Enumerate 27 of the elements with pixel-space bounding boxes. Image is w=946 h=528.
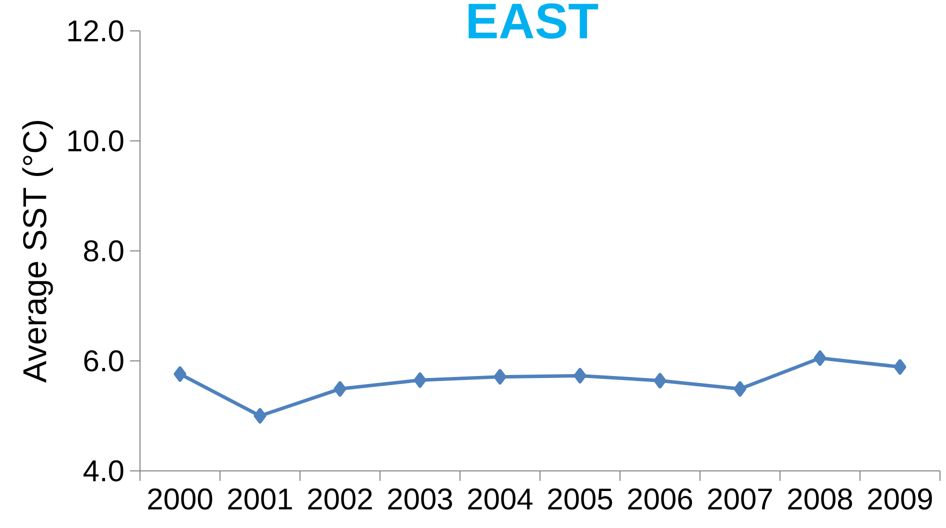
x-tick-label: 2008 [788, 488, 852, 510]
point [654, 372, 666, 388]
point [414, 372, 426, 388]
chart-title: EAST [468, 3, 598, 39]
x-tick-label: 2006 [628, 488, 692, 510]
x-tick-label: 2009 [868, 488, 932, 510]
x-tick-label: 2007 [708, 488, 772, 510]
y-tick-label: 4.0 [83, 460, 124, 482]
point [254, 408, 266, 424]
x-tick-label: 2005 [548, 488, 612, 510]
point [574, 368, 586, 384]
point [174, 366, 186, 382]
point [494, 369, 506, 385]
x-tick-label: 2002 [308, 488, 372, 510]
x-tick-label: 2001 [228, 488, 292, 510]
y-tick-label: 12.0 [68, 20, 124, 42]
y-tick-label: 10.0 [68, 130, 124, 152]
x-tick-label: 2004 [468, 488, 532, 510]
point [334, 381, 346, 397]
point [894, 359, 906, 375]
point [814, 350, 826, 366]
y-tick-label: 6.0 [84, 350, 124, 372]
y-axis-title: Average SST (°C) [22, 121, 53, 383]
x-tick-label: 2003 [388, 488, 452, 510]
x-tick-label: 2000 [148, 488, 212, 510]
point [734, 381, 746, 397]
y-tick-label: 8.0 [84, 240, 124, 262]
